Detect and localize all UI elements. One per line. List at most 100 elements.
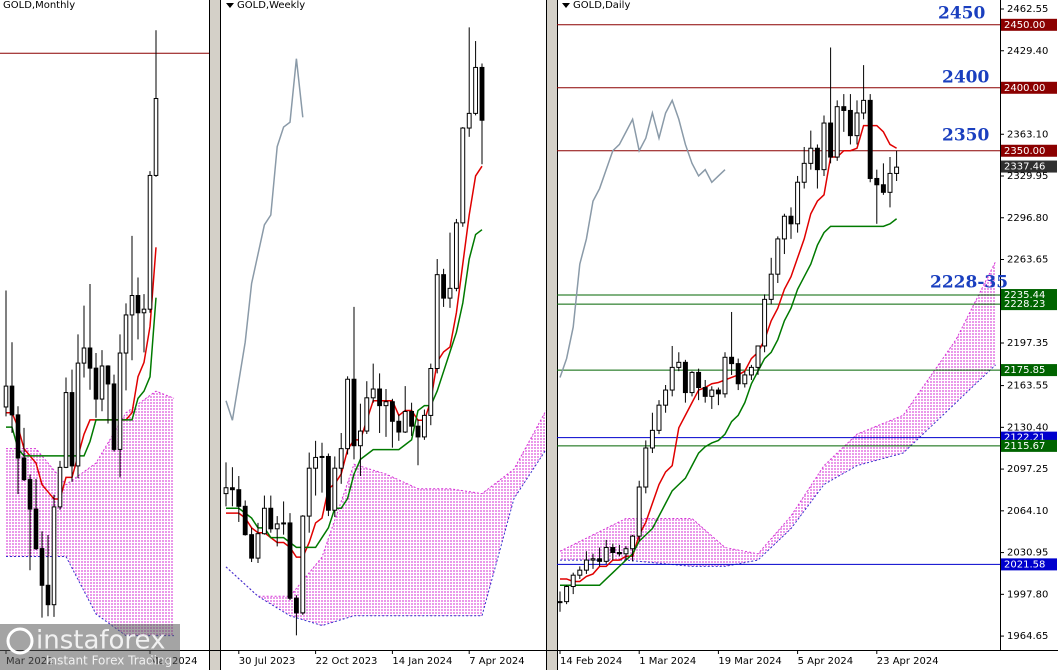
candle-body [689, 371, 695, 394]
candle-body [15, 414, 21, 459]
y-tick-label: 2064.10 [1007, 506, 1048, 517]
x-tick-label: 5 Apr 2024 [798, 656, 853, 667]
candle-body [603, 546, 609, 562]
panel-title: GOLD,Monthly [3, 0, 75, 11]
candle-body [441, 274, 447, 299]
candle-body [894, 166, 900, 174]
candle-body [768, 273, 774, 300]
price-box-label: 2450.00 [1004, 20, 1045, 31]
candle-body [583, 559, 589, 571]
candle-body [27, 479, 33, 510]
price-box [1001, 289, 1057, 302]
indicator-line [559, 98, 726, 378]
candle-body [135, 295, 141, 314]
candle-body [129, 295, 135, 316]
candle-body [242, 505, 248, 536]
price-box-label: 2350.00 [1004, 146, 1045, 157]
candle-body [841, 106, 847, 111]
cloud-lower [560, 364, 996, 567]
level-annotation: 2350 [942, 126, 989, 146]
window-gap [210, 0, 220, 670]
candle-body [742, 374, 748, 385]
y-tick-label: 1997.80 [1007, 589, 1048, 600]
candle-body [249, 534, 255, 559]
x-tick-label: 7 Apr 2024 [469, 656, 524, 667]
candle-body [447, 287, 453, 299]
candle-body [409, 411, 415, 427]
candle-body [261, 507, 267, 535]
y-tick-label: 2197.35 [1007, 338, 1048, 349]
indicator-line [6, 297, 157, 457]
candle-body [861, 99, 867, 114]
candle-body [57, 466, 63, 508]
candle-body [300, 515, 306, 614]
candle-body [814, 147, 820, 171]
price-box [1001, 81, 1057, 94]
y-tick-label: 2030.95 [1007, 548, 1048, 559]
candle-body [69, 392, 75, 467]
candle-body [874, 177, 880, 186]
y-tick-label: 2363.10 [1007, 129, 1048, 140]
candle-body [268, 507, 274, 530]
candle-body [105, 365, 111, 385]
indicator-line [6, 247, 157, 500]
candle-body [788, 215, 794, 225]
price-box-label: 2228.23 [1004, 299, 1045, 310]
candle-body [696, 371, 702, 389]
candle-body [93, 367, 99, 400]
weekly-panel [223, 27, 546, 636]
watermark-name: instaforex [36, 626, 165, 656]
candle-body [3, 385, 9, 408]
candle-body [223, 487, 229, 495]
y-tick-label: 2130.40 [1007, 422, 1048, 433]
level-annotation: 2400 [942, 68, 989, 88]
candle-body [577, 569, 583, 576]
y-tick-label: 2097.25 [1007, 464, 1048, 475]
menu-triangle [562, 3, 570, 8]
candle-body [389, 401, 395, 422]
candle-body [357, 430, 363, 447]
candle-body [682, 361, 688, 394]
candle-body [709, 389, 715, 397]
candle-body [415, 425, 421, 438]
x-tick-label: 30 Jul 2023 [239, 656, 296, 667]
candle-body [153, 98, 159, 176]
price-box-label: 2021.58 [1004, 559, 1045, 570]
price-box-label: 2400.00 [1004, 83, 1045, 94]
candle-body [87, 347, 93, 369]
candle-body [630, 535, 636, 550]
candle-body [781, 215, 787, 240]
price-box [1001, 439, 1057, 452]
price-box-label: 2337.46 [1004, 162, 1045, 173]
candle-body [402, 411, 408, 433]
daily-panel [557, 24, 1000, 612]
price-box [1001, 364, 1057, 377]
y-tick-label: 2263.65 [1007, 255, 1048, 266]
price-box-label: 2235.44 [1004, 290, 1045, 301]
candle-body [81, 347, 87, 364]
candle-body [702, 387, 708, 397]
candle-body [479, 66, 485, 121]
ichimoku-cloud [6, 391, 174, 636]
candle-body [9, 385, 15, 416]
candle-body [867, 99, 873, 179]
candle-body [306, 467, 312, 517]
panel-title: GOLD,Weekly [237, 0, 305, 11]
x-tick-label: 14 Feb 2024 [560, 656, 622, 667]
candle-body [236, 489, 242, 507]
candle-body [755, 345, 761, 368]
candle-body [383, 401, 389, 407]
candle-body [313, 456, 319, 469]
y-tick-label: 2429.40 [1007, 46, 1048, 57]
cloud-lower [225, 449, 546, 627]
level-annotation: 2450 [938, 4, 985, 24]
candle-body [762, 298, 768, 347]
candle-body [722, 356, 728, 395]
panel-title: GOLD,Daily [573, 0, 630, 11]
candle-body [460, 127, 466, 224]
candle-body [828, 122, 834, 158]
x-tick-label: 22 Oct 2023 [316, 656, 378, 667]
cloud-lower [6, 556, 174, 637]
candle-body [123, 314, 129, 354]
